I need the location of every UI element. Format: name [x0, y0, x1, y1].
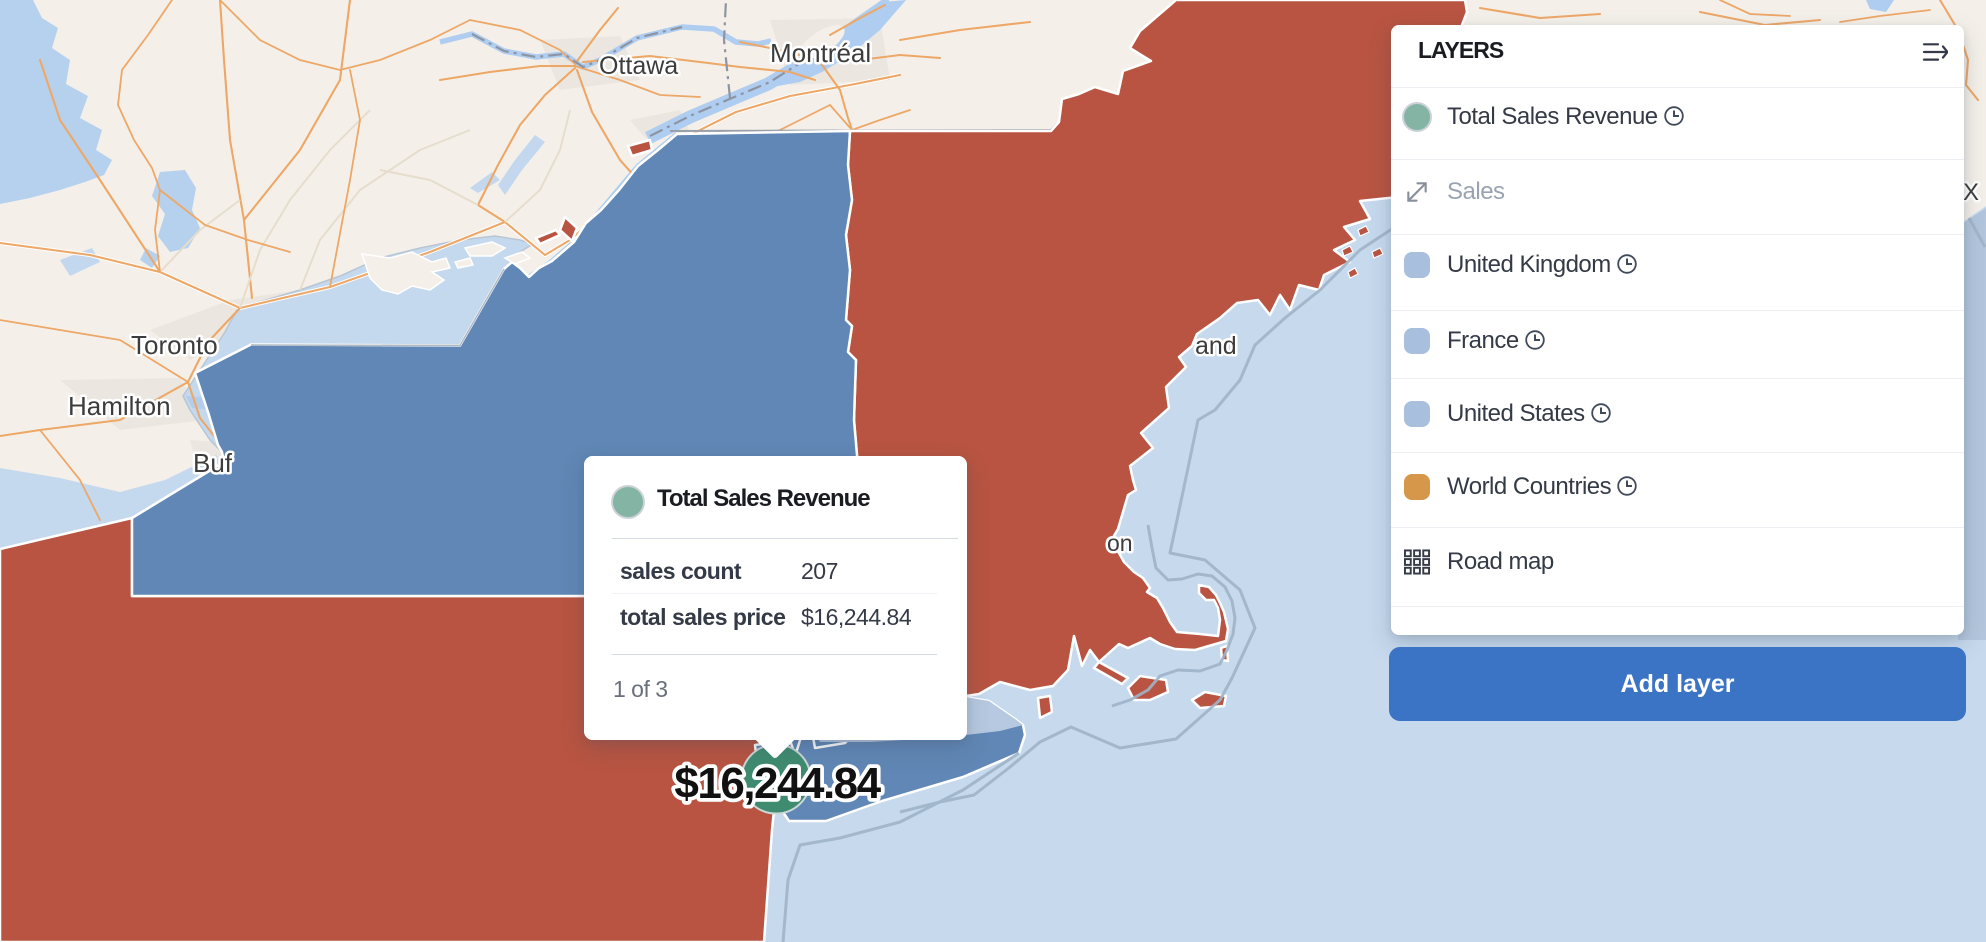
svg-text:and: and — [1195, 332, 1237, 360]
svg-text:Ottawa: Ottawa — [599, 52, 678, 80]
svg-text:X: X — [1963, 179, 1979, 206]
svg-text:Buf: Buf — [193, 448, 233, 478]
svg-text:on: on — [1107, 530, 1133, 556]
svg-text:Toronto: Toronto — [131, 330, 218, 360]
svg-text:$16,244.84: $16,244.84 — [674, 759, 881, 808]
svg-text:Montréal: Montréal — [770, 38, 871, 68]
svg-text:Hamilton: Hamilton — [68, 391, 171, 421]
